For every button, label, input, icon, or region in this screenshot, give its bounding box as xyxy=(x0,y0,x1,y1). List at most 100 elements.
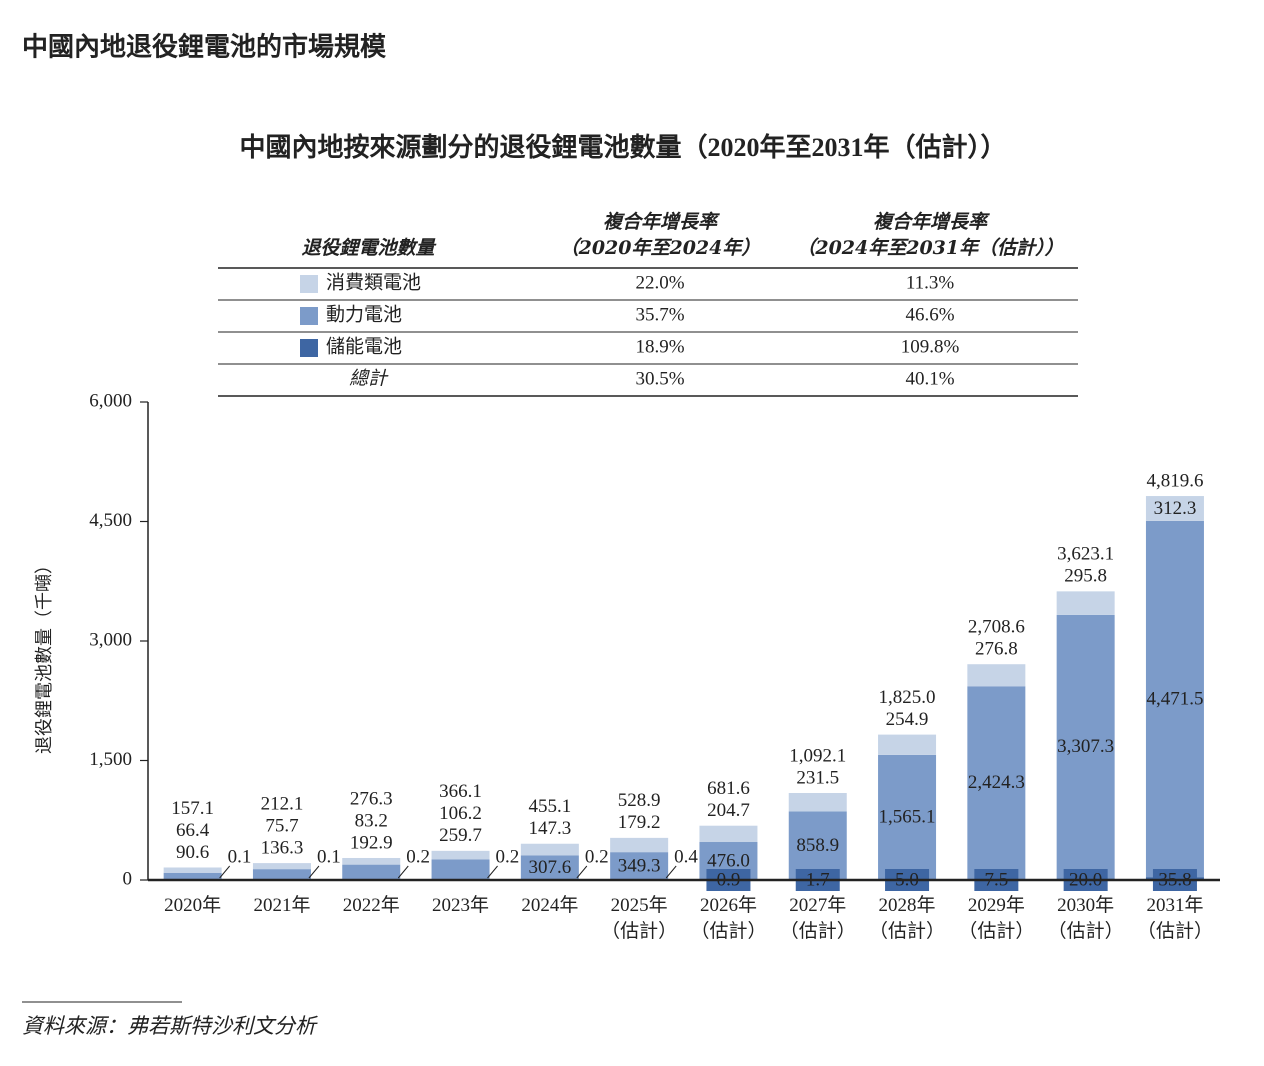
data-label: 83.2 xyxy=(355,810,388,831)
data-label: 157.1 xyxy=(171,798,214,819)
data-label: 90.6 xyxy=(176,842,209,863)
bar-segment xyxy=(788,811,847,880)
leader-line xyxy=(487,865,498,879)
table-cell: 40.1% xyxy=(905,368,954,389)
y-tick-label: 1,500 xyxy=(89,749,132,770)
data-label: 0.2 xyxy=(496,846,520,867)
data-label: 1,825.0 xyxy=(879,687,936,708)
y-tick-label: 4,500 xyxy=(89,510,132,531)
bar-segment xyxy=(1056,591,1115,615)
legend-swatch xyxy=(300,339,318,357)
bar-segment xyxy=(520,843,579,856)
bar-segment xyxy=(252,863,311,870)
data-label: 147.3 xyxy=(528,818,571,839)
data-label: 0.4 xyxy=(674,846,698,867)
data-label: 259.7 xyxy=(439,825,482,846)
bar-segment xyxy=(1056,614,1115,879)
data-label: 858.9 xyxy=(796,835,839,856)
data-label: 0.1 xyxy=(317,846,341,867)
data-label: 349.3 xyxy=(618,855,661,876)
legend-swatch xyxy=(300,275,318,293)
data-label: 0.2 xyxy=(585,846,609,867)
x-tick-label: 2020年 xyxy=(164,895,222,916)
bar-segment xyxy=(878,734,937,755)
bar-segment xyxy=(431,850,490,860)
bar-segment xyxy=(252,869,311,880)
data-label: 204.7 xyxy=(707,800,750,821)
data-label: 106.2 xyxy=(439,803,482,824)
x-tick-label: 2024年 xyxy=(521,895,579,916)
data-label: 66.4 xyxy=(176,820,210,841)
table-cell: 11.3% xyxy=(906,272,955,293)
legend-label: 儲能電池 xyxy=(326,335,402,357)
bar-segment xyxy=(163,872,222,880)
data-label: 231.5 xyxy=(796,767,839,788)
data-label: 276.3 xyxy=(350,788,393,809)
data-label: 0.1 xyxy=(228,846,252,867)
data-label: 366.1 xyxy=(439,781,482,802)
leader-line xyxy=(397,865,409,879)
data-label: 192.9 xyxy=(350,832,393,853)
data-label: 2,424.3 xyxy=(968,772,1025,793)
chart-title: 中國內地按來源劃分的退役鋰電池數量（2020年至2031年（估計）） xyxy=(239,132,1006,162)
bar-segment xyxy=(342,857,401,865)
bar-segment xyxy=(1145,520,1204,878)
bar-segment xyxy=(878,754,937,880)
x-tick-label: 2023年 xyxy=(432,895,490,916)
data-label: 0.2 xyxy=(406,846,430,867)
x-tick-label: 2030年 （估計） xyxy=(1047,895,1124,942)
data-label: 455.1 xyxy=(528,796,571,817)
data-label: 307.6 xyxy=(528,857,571,878)
data-label: 3,307.3 xyxy=(1057,736,1114,757)
bar-segment xyxy=(520,855,579,880)
table-header: 退役鋰電池數量 xyxy=(301,237,435,259)
x-tick-label: 2027年 （估計） xyxy=(779,895,856,942)
page-title: 中國內地退役鋰電池的市場規模 xyxy=(22,32,387,63)
data-label: 295.8 xyxy=(1064,566,1107,587)
x-tick-label: 2031年 （估計） xyxy=(1136,895,1213,942)
bar-segment xyxy=(788,792,847,812)
source: 資料來源：弗若斯特沙利文分析 xyxy=(22,1014,318,1038)
data-label: 276.8 xyxy=(975,639,1018,660)
table-cell: 46.6% xyxy=(905,304,954,325)
table-cell: 109.8% xyxy=(901,336,960,357)
leader-line xyxy=(576,865,588,879)
table-cell: 35.7% xyxy=(635,304,684,325)
bar-segment xyxy=(1145,496,1204,521)
data-label: 476.0 xyxy=(707,850,750,871)
table-total-label: 總計 xyxy=(349,367,389,389)
leader-line xyxy=(219,865,231,879)
data-label: 1,565.1 xyxy=(879,807,936,828)
x-tick-label: 2029年 （估計） xyxy=(958,895,1035,942)
data-label: 3,623.1 xyxy=(1057,544,1114,565)
bar-segment xyxy=(431,859,490,880)
x-tick-label: 2021年 xyxy=(253,895,311,916)
table-header: 複合年增長率 （2024年至2031年（估計）） xyxy=(796,211,1064,259)
data-label: 681.6 xyxy=(707,778,750,799)
data-label: 179.2 xyxy=(618,812,661,833)
data-label: 1,092.1 xyxy=(789,745,846,766)
legend-label: 動力電池 xyxy=(326,303,402,325)
data-label: 4,471.5 xyxy=(1146,688,1203,709)
bar-segment xyxy=(610,837,669,853)
bar-segment xyxy=(699,825,758,843)
data-label: 2,708.6 xyxy=(968,617,1025,638)
y-tick-label: 3,000 xyxy=(89,629,132,650)
x-tick-label: 2025年 （估計） xyxy=(601,895,678,942)
leader-line xyxy=(308,865,320,879)
data-label: 212.1 xyxy=(261,793,304,814)
data-label: 136.3 xyxy=(261,837,304,858)
x-tick-label: 2028年 （估計） xyxy=(869,895,946,942)
data-label: 528.9 xyxy=(618,790,661,811)
bar-segment xyxy=(967,686,1026,880)
bar-segment xyxy=(610,852,669,880)
table-header: 複合年增長率 （2020年至2024年） xyxy=(559,211,761,259)
data-label: 312.3 xyxy=(1154,498,1197,519)
table-cell: 18.9% xyxy=(635,336,684,357)
bar-segment xyxy=(342,864,401,880)
legend-label: 消費類電池 xyxy=(326,271,421,293)
bar-segment xyxy=(163,867,222,873)
data-label: 254.9 xyxy=(886,709,929,730)
